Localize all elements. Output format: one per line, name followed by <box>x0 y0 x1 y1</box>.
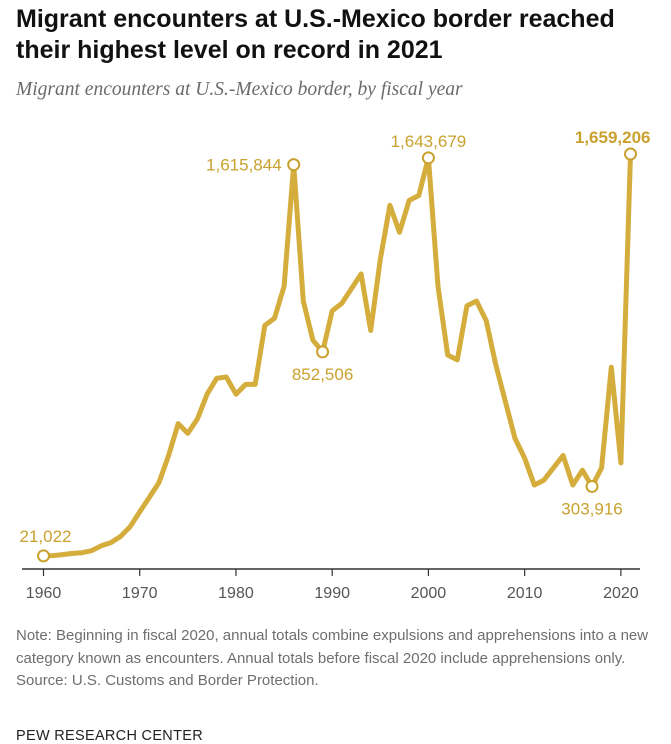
data-point-marker <box>287 158 301 172</box>
brand-wordmark: PEW RESEARCH CENTER <box>16 728 203 744</box>
data-label: 21,022 <box>20 527 72 546</box>
annotation-labels: 21,022 1,615,844 852,506 1,643,679 303,916 1,… <box>20 128 651 546</box>
data-point-marker <box>421 151 435 165</box>
note-text: Note: Beginning in fiscal 2020, annual t… <box>16 627 649 667</box>
chart-title: Migrant encounters at U.S.-Mexico border… <box>16 5 615 64</box>
x-tick-label: 1970 <box>122 585 158 602</box>
x-tick-label: 2020 <box>603 585 639 602</box>
data-point-marker <box>585 479 599 493</box>
x-tick-label: 1960 <box>26 585 62 602</box>
x-tick-label: 2000 <box>411 585 447 602</box>
annotation-markers <box>37 147 637 563</box>
data-label: 1,659,206 <box>575 128 651 147</box>
chart-notes: Note: Beginning in fiscal 2020, annual t… <box>16 625 656 693</box>
line-chart: 1960 1970 1980 1990 2000 2010 2020 21,022 1,615… <box>20 128 651 602</box>
data-label: 303,916 <box>561 499 622 518</box>
source-text: Source: U.S. Customs and Border Protecti… <box>16 672 319 689</box>
data-point-marker <box>37 549 50 563</box>
data-point-marker <box>316 345 330 359</box>
series-line <box>41 151 633 559</box>
series-layer <box>41 151 633 559</box>
data-label: 852,506 <box>292 365 353 384</box>
data-label: 1,643,679 <box>391 132 467 151</box>
x-tick-label: 1990 <box>314 585 350 602</box>
x-tick-label: 1980 <box>218 585 254 602</box>
data-label: 1,615,844 <box>206 156 282 175</box>
x-tick-label: 2010 <box>507 585 543 602</box>
chart-subtitle: Migrant encounters at U.S.-Mexico border… <box>16 79 463 100</box>
x-axis: 1960 1970 1980 1990 2000 2010 2020 <box>22 568 640 602</box>
data-point-marker <box>624 147 637 161</box>
